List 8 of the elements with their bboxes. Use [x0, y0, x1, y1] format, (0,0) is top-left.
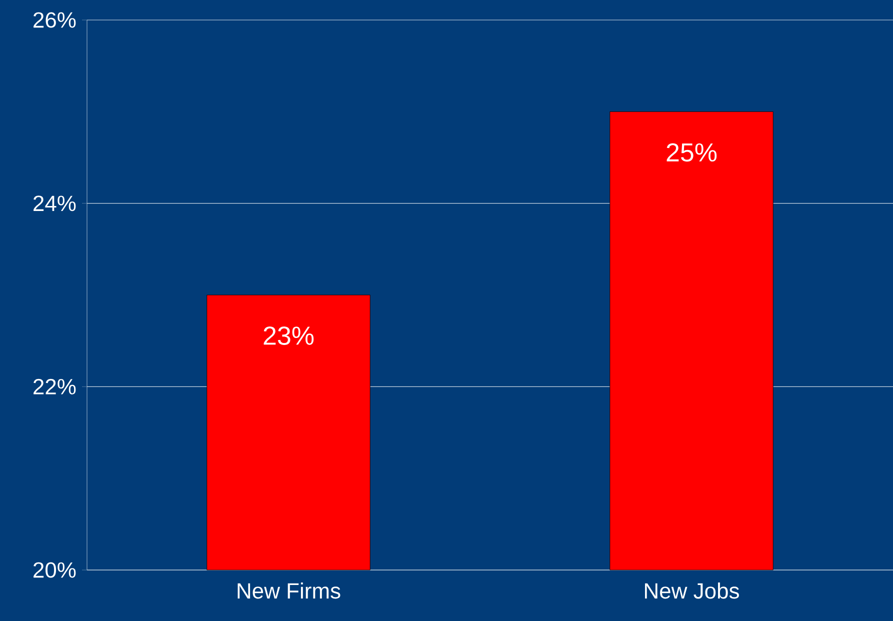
x-tick-label: New Jobs	[645, 582, 739, 599]
data-label: 25%	[666, 143, 717, 162]
y-tick-label: 24%	[34, 196, 76, 212]
y-tick-label: 26%	[34, 12, 76, 28]
y-tick-label: 20%	[34, 562, 76, 578]
y-tick-label: 22%	[34, 378, 76, 394]
data-label: 23%	[264, 326, 314, 345]
x-tick-label: New Firms	[238, 582, 340, 599]
